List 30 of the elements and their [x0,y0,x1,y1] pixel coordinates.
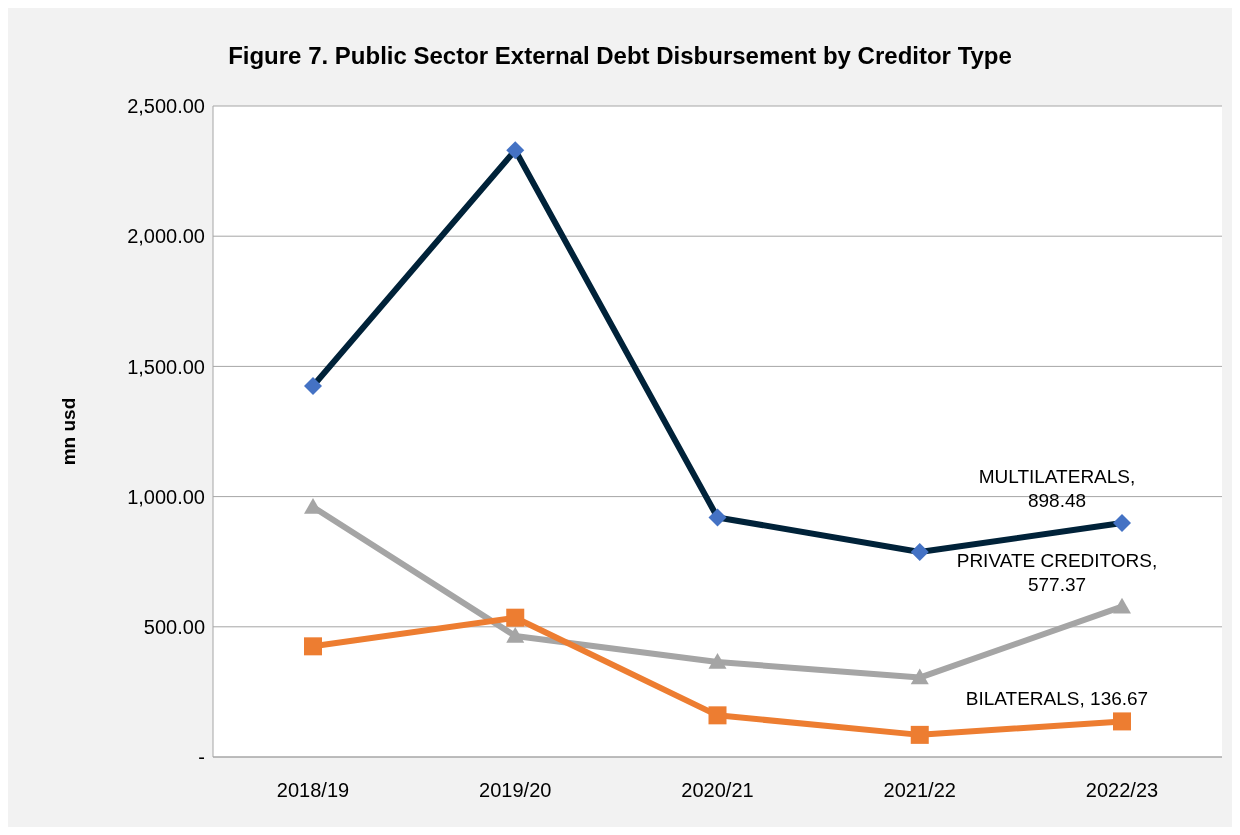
y-tick-label: 500.00 [143,615,205,638]
point [910,725,929,744]
point [1113,514,1131,533]
point [708,706,727,725]
point [1113,597,1131,614]
x-tick-label: 2019/20 [479,779,552,802]
point [506,141,525,160]
point [910,543,929,562]
annotation: PRIVATE CREDITORS, 577.37 [955,548,1159,597]
point [708,508,727,527]
annotation: BILATERALS, 136.67 [965,687,1149,712]
point [304,376,322,395]
x-tick-label: 2020/21 [681,779,754,802]
y-axis-title: mn usd [57,397,79,466]
x-tick-label: 2022/23 [1085,779,1159,802]
point [304,637,322,656]
y-tick-label: 2,500.00 [127,95,205,118]
point [506,608,525,627]
point [910,668,929,685]
y-tick-label: 2,000.00 [127,225,205,248]
x-tick-label: 2021/22 [883,779,956,802]
annotation: MULTILATERALS, 898.48 [977,465,1137,514]
x-tick-label: 2018/19 [276,779,350,802]
chart-title: Figure 7. Public Sector External Debt Disbursement by Creditor Type [227,41,1013,71]
point [708,652,727,669]
y-tick-label: 1,500.00 [127,355,205,378]
y-tick-label: 1,000.00 [127,485,205,508]
point [1113,712,1131,731]
point [506,626,525,643]
y-tick-label: - [198,746,205,769]
